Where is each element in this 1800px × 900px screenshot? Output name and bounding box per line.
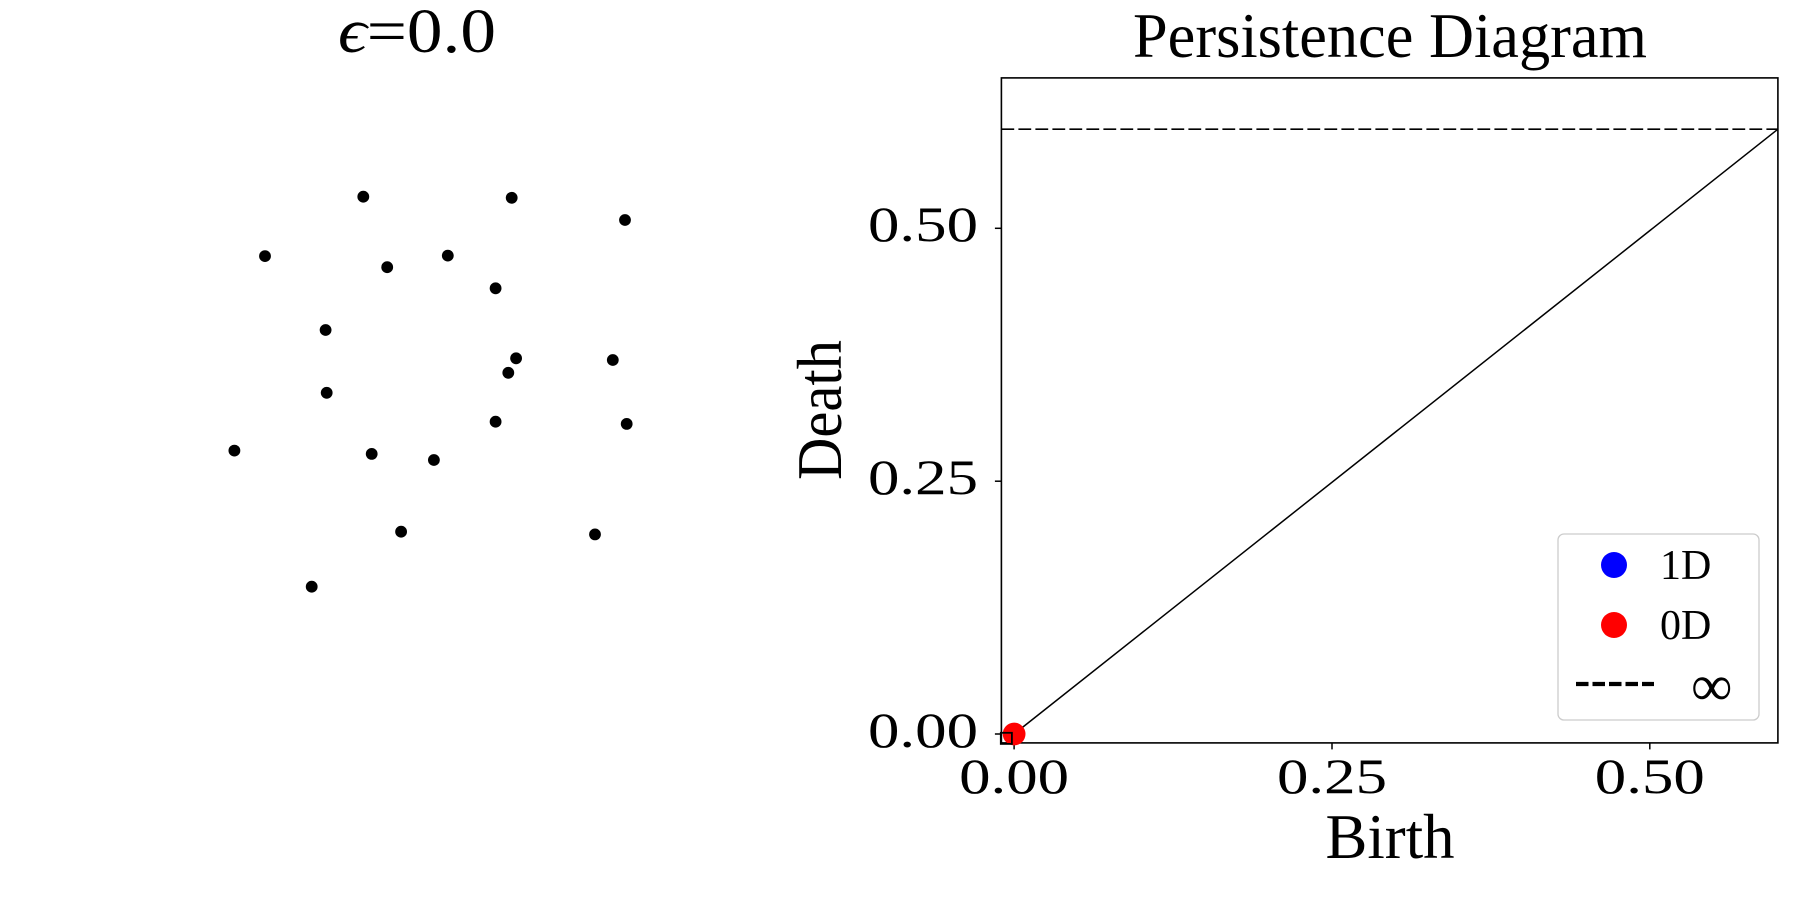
svg-text:ϵ=0.0: ϵ=0.0 [338, 0, 496, 66]
svg-text:0D: 0D [1660, 603, 1711, 649]
svg-text:Death: Death [784, 340, 855, 480]
svg-text:0.00: 0.00 [868, 702, 978, 758]
svg-text:0.50: 0.50 [1595, 748, 1705, 804]
svg-text:0.50: 0.50 [868, 196, 978, 252]
svg-text:Persistence Diagram: Persistence Diagram [1133, 0, 1647, 71]
svg-text:∞: ∞ [1691, 653, 1732, 718]
svg-text:1D: 1D [1660, 543, 1711, 589]
svg-text:Birth: Birth [1326, 801, 1455, 872]
svg-text:0.25: 0.25 [1277, 748, 1387, 804]
svg-text:0.25: 0.25 [868, 449, 978, 505]
